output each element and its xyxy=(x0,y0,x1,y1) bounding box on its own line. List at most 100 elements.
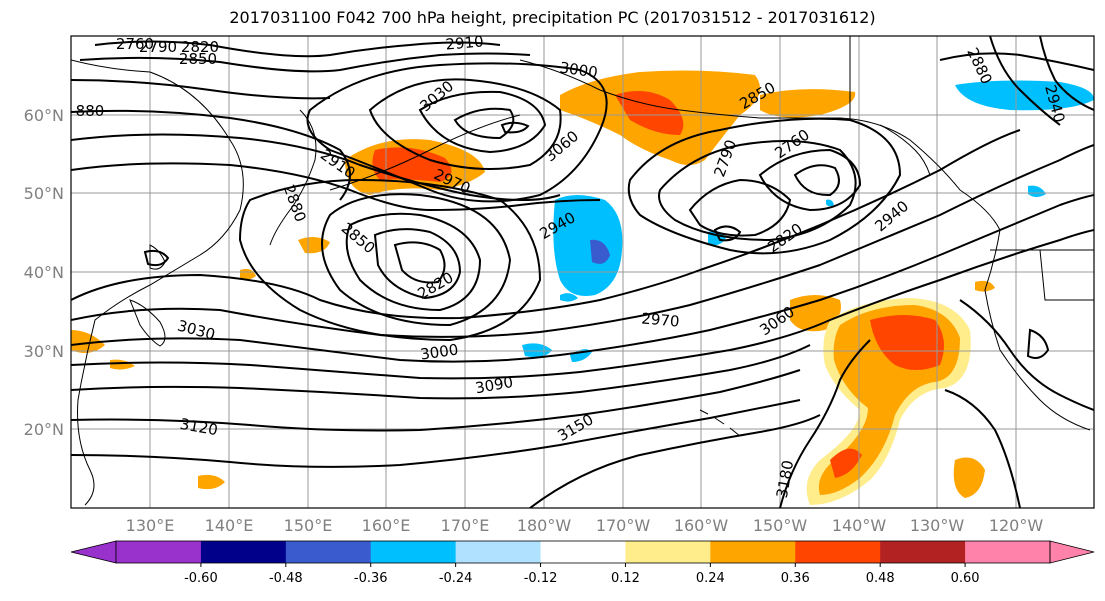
longitude-label: 140°E xyxy=(205,516,254,535)
colorbar-tick-label: -0.12 xyxy=(524,571,558,586)
contour-label: 2820 xyxy=(181,38,219,56)
precip-area-blue xyxy=(560,293,578,302)
precip-area-orange xyxy=(110,359,135,370)
height-contour xyxy=(71,229,1094,380)
precip-area-blue xyxy=(1028,185,1046,197)
latitude-label: 40°N xyxy=(24,263,64,282)
latitude-label: 60°N xyxy=(24,106,64,125)
height-contour xyxy=(71,129,1021,320)
colorbar-tick-label: -0.24 xyxy=(439,571,473,586)
longitude-label: 170°E xyxy=(441,516,490,535)
longitude-label: 160°E xyxy=(362,516,411,535)
longitude-label: 160°W xyxy=(674,516,729,535)
precip-area-orange xyxy=(760,89,856,118)
longitude-label: 120°W xyxy=(989,516,1044,535)
height-contour xyxy=(713,225,742,242)
height-contour xyxy=(1039,36,1094,111)
graticule xyxy=(71,36,1094,508)
height-contour xyxy=(345,212,482,312)
precip-area-orange xyxy=(198,474,225,490)
colorbar-swatch xyxy=(285,541,372,563)
longitude-label: 150°W xyxy=(753,516,808,535)
colorbar-swatch xyxy=(880,541,966,563)
height-contour xyxy=(453,107,515,140)
longitude-labels: 130°E 140°E 150°E 160°E 170°E 180°W 170°W 160°W… xyxy=(126,516,1044,535)
contour-label: 880 xyxy=(76,102,105,120)
height-contour xyxy=(758,148,862,212)
precip-area-blue xyxy=(826,199,834,207)
colorbar-tick-label: -0.48 xyxy=(269,571,303,586)
height-contour xyxy=(368,78,562,170)
height-contour xyxy=(793,164,840,197)
coastline-hawaii xyxy=(699,409,741,437)
colorbar-swatch xyxy=(625,541,711,563)
height-contour xyxy=(321,193,512,327)
latitude-label: 30°N xyxy=(24,342,64,361)
contour-label: 2910 xyxy=(445,32,485,53)
colorbar-extend-low xyxy=(70,540,117,564)
height-contour xyxy=(143,249,170,267)
precip-area-red xyxy=(830,448,862,478)
colorbar-tick-label: -0.60 xyxy=(184,571,218,586)
height-contour xyxy=(71,344,811,400)
height-contour xyxy=(373,228,462,300)
colorbar-ticks: -0.60 -0.48 -0.36 -0.24 -0.12 0.12 0.24 0.36 0.4… xyxy=(184,563,980,586)
longitude-label: 150°E xyxy=(284,516,333,535)
contour-label: 2970 xyxy=(641,309,681,330)
height-contour xyxy=(306,62,608,203)
colorbar-tick-label: 0.48 xyxy=(866,571,895,586)
height-contour xyxy=(627,117,902,255)
coastline-alaska xyxy=(519,59,1091,431)
colorbar-tick-label: -0.36 xyxy=(354,571,388,586)
colorbar-swatch xyxy=(540,541,626,563)
longitude-label: 130°E xyxy=(126,516,175,535)
longitude-label: 180°W xyxy=(517,516,572,535)
colorbar-swatch xyxy=(795,541,881,563)
chart-title: 2017031100 F042 700 hPa height, precipit… xyxy=(229,8,876,27)
height-contour xyxy=(71,194,1094,363)
height-contour xyxy=(71,399,801,468)
precip-area-red xyxy=(372,147,452,182)
coastline-gulf-islands xyxy=(879,124,931,176)
height-contour xyxy=(418,90,547,154)
height-contour xyxy=(779,339,871,508)
height-contour xyxy=(688,178,792,237)
coastline-asia xyxy=(71,59,244,506)
colorbar-frame xyxy=(115,540,1051,564)
height-contour xyxy=(238,178,542,342)
precip-area-orange xyxy=(975,280,995,292)
height-contour xyxy=(529,414,821,508)
contour-label: 3000 xyxy=(559,58,599,81)
height-contour xyxy=(71,109,351,201)
colorbar: -0.60 -0.48 -0.36 -0.24 -0.12 0.12 0.24 0.36 0.4… xyxy=(70,540,1095,586)
coastline-kamchatka xyxy=(269,109,317,246)
colorbar-swatch xyxy=(710,541,796,563)
height-contour xyxy=(71,79,331,100)
colorbar-swatches xyxy=(70,540,1095,564)
colorbar-swatch xyxy=(370,541,457,563)
longitude-label: 130°W xyxy=(910,516,965,535)
height-contour xyxy=(79,52,531,73)
height-contours xyxy=(71,36,1094,508)
height-contour xyxy=(989,36,1061,126)
colorbar-swatch xyxy=(116,541,202,563)
height-contour xyxy=(94,40,501,58)
colorbar-tick-label: 0.36 xyxy=(781,571,810,586)
precip-area-red xyxy=(615,91,684,135)
latitude-labels: 60°N 50°N 40°N 30°N 20°N xyxy=(24,106,64,439)
canada-border xyxy=(849,36,1094,301)
height-contour xyxy=(959,299,1094,411)
precip-area-red xyxy=(870,315,944,370)
longitude-label: 140°W xyxy=(832,516,887,535)
precip-area-blue-core xyxy=(590,239,610,264)
latitude-label: 20°N xyxy=(24,420,64,439)
height-contour xyxy=(658,140,857,242)
colorbar-tick-label: 0.60 xyxy=(951,571,980,586)
contour-label: 2760 xyxy=(116,35,154,53)
colorbar-swatch xyxy=(455,541,542,563)
height-contour xyxy=(939,52,1094,71)
height-contour xyxy=(393,241,446,284)
height-contour xyxy=(944,389,1021,508)
colorbar-swatch xyxy=(200,541,287,563)
